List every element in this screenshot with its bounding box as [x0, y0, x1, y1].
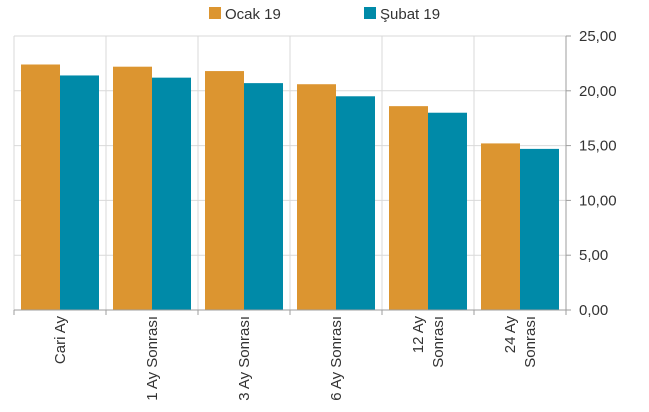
bar-subat-19	[244, 83, 283, 311]
bar-subat-19	[152, 77, 191, 310]
y-tick-labels: 0,00 5,00 10,00 15,00 20,00 25,00	[579, 28, 617, 319]
x-tick-label-text: Cari Ay	[52, 316, 69, 365]
x-tick-label-line: 12 Ay	[410, 316, 427, 354]
bars	[21, 64, 559, 311]
x-tick-label: 24 Ay Sonrası	[502, 316, 539, 368]
y-tick-label: 0,00	[579, 302, 608, 319]
bar-ocak-19	[389, 106, 428, 310]
y-tick-label: 15,00	[579, 138, 617, 155]
bar-subat-19	[336, 96, 375, 310]
axes	[13, 35, 571, 315]
x-tick-label-text: 3 Ay Sonrası	[236, 316, 253, 401]
x-tick-labels: Cari Ay 1 Ay Sonrası 3 Ay Sonrası 6 Ay Sonr…	[52, 316, 539, 401]
x-tick-label: 3 Ay Sonrası	[236, 316, 253, 401]
x-tick-label: 1 Ay Sonrası	[144, 316, 161, 401]
bar-subat-19	[428, 112, 467, 310]
legend-swatch-ocak-19	[209, 7, 221, 19]
legend-label-ocak-19: Ocak 19	[225, 6, 281, 23]
y-tick-label: 25,00	[579, 28, 617, 45]
x-tick-label: 6 Ay Sonrası	[328, 316, 345, 401]
y-tick-label: 10,00	[579, 192, 617, 209]
y-tick-label: 5,00	[579, 247, 608, 264]
bar-ocak-19	[21, 64, 60, 310]
x-tick-label: 12 Ay Sonrası	[410, 316, 447, 368]
bar-ocak-19	[297, 84, 336, 310]
x-tick-label-line: 1 Ay Sonrası	[144, 316, 161, 401]
legend-label-subat-19: Şubat 19	[380, 6, 440, 23]
x-tick-label-line: 6 Ay Sonrası	[328, 316, 345, 401]
legend: Ocak 19 Şubat 19	[209, 6, 440, 23]
bar-ocak-19	[113, 66, 152, 310]
x-tick-label-line: Sonrası	[430, 316, 447, 368]
x-tick-label-text: 12 Ay Sonrası	[410, 316, 447, 368]
x-tick-label-line: 3 Ay Sonrası	[236, 316, 253, 401]
bar-subat-19	[60, 75, 99, 311]
bar-ocak-19	[205, 71, 244, 311]
y-tick-label: 20,00	[579, 83, 617, 100]
x-tick-label-text: 1 Ay Sonrası	[144, 316, 161, 401]
x-tick-label-text: 6 Ay Sonrası	[328, 316, 345, 401]
x-tick-label-text: 24 Ay Sonrası	[502, 316, 539, 368]
x-tick-label-line: Cari Ay	[52, 316, 69, 365]
bar-ocak-19	[481, 143, 520, 310]
x-tick-label-line: 24 Ay	[502, 316, 519, 354]
x-tick-label-line: Sonrası	[522, 316, 539, 368]
x-tick-label: Cari Ay	[52, 316, 69, 365]
bar-subat-19	[520, 148, 559, 310]
legend-swatch-subat-19	[364, 7, 376, 19]
